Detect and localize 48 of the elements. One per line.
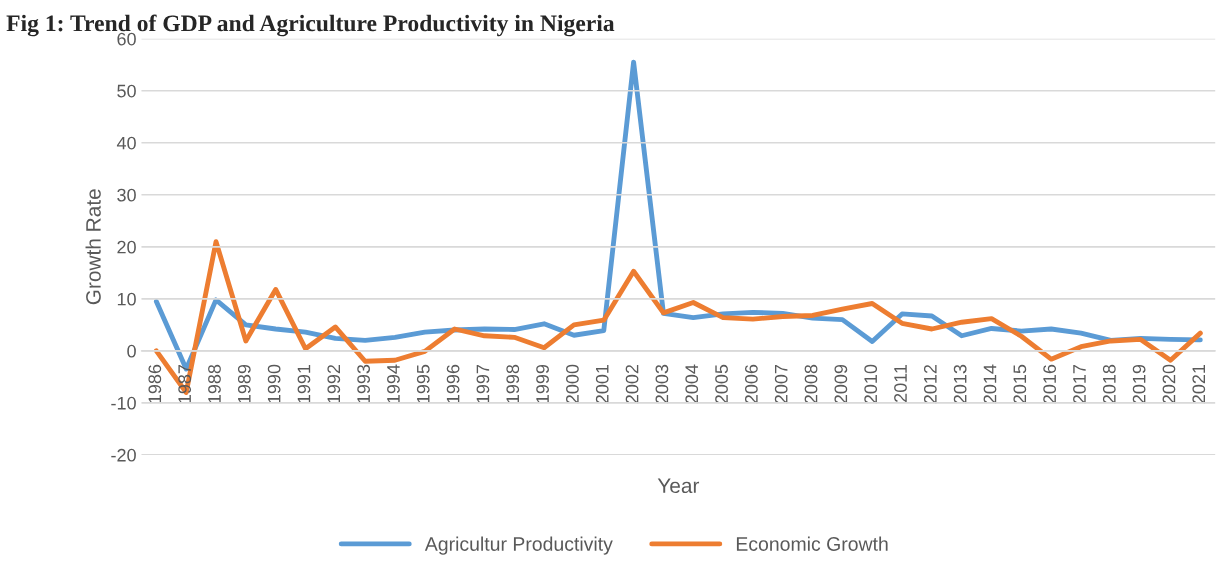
x-tick-label: 2006 xyxy=(744,364,758,404)
x-tick-label: 2017 xyxy=(1073,364,1086,404)
x-tick-label: 1986 xyxy=(148,364,162,403)
y-axis-title: Growth Rate xyxy=(85,189,101,305)
x-tick-label: 2019 xyxy=(1132,364,1146,404)
legend-label: Economic Growth xyxy=(736,536,888,551)
y-tick-label: -10 xyxy=(111,396,136,410)
y-tick-label: 10 xyxy=(117,292,136,306)
x-tick-label: 2003 xyxy=(655,364,669,404)
y-tick-label: 40 xyxy=(116,136,136,150)
x-tick-label: 1993 xyxy=(357,364,370,403)
x-tick-label: 2004 xyxy=(685,364,699,404)
x-tick-label: 2016 xyxy=(1043,364,1057,404)
x-tick-label: 2020 xyxy=(1162,364,1176,404)
x-tick-label: 2008 xyxy=(804,364,818,404)
x-tick-label: 2007 xyxy=(774,364,788,404)
x-axis-title: Year xyxy=(657,478,700,494)
x-tick-label: 1998 xyxy=(506,364,520,403)
x-tick-label: 1989 xyxy=(237,364,251,403)
x-tick-label: 1997 xyxy=(476,364,490,403)
x-tick-label: 1999 xyxy=(536,364,549,403)
y-tick-label: 0 xyxy=(127,344,136,358)
legend-label: Agricultur Productivity xyxy=(424,536,613,555)
x-tick-label: 1996 xyxy=(446,364,460,403)
x-tick-label: 2002 xyxy=(625,364,639,404)
x-tick-label: 2010 xyxy=(864,364,878,404)
y-tick-label: 50 xyxy=(117,84,136,98)
x-tick-label: 2001 xyxy=(595,364,609,404)
x-tick-label: 2021 xyxy=(1192,364,1206,404)
x-tick-label: 2011 xyxy=(894,364,907,402)
x-tick-label: 1991 xyxy=(297,364,311,403)
x-tick-label: 2005 xyxy=(715,364,728,404)
x-tick-label: 2014 xyxy=(983,364,997,404)
y-tick-label: 30 xyxy=(117,188,136,202)
y-tick-label: 20 xyxy=(117,240,136,254)
x-tick-label: 2013 xyxy=(953,364,967,404)
x-tick-label: 1990 xyxy=(267,364,281,403)
x-tick-label: 1995 xyxy=(416,364,430,403)
x-tick-label: 2015 xyxy=(1013,364,1027,404)
x-tick-label: 1992 xyxy=(327,364,341,403)
x-tick-label: 1994 xyxy=(387,364,400,403)
x-tick-label: 1987 xyxy=(178,364,192,403)
y-tick-label: -20 xyxy=(111,448,136,462)
x-tick-label: 2018 xyxy=(1102,364,1116,404)
x-tick-label: 2000 xyxy=(566,364,579,404)
x-tick-label: 2012 xyxy=(923,364,937,404)
x-tick-label: 2009 xyxy=(834,364,848,404)
x-tick-label: 1988 xyxy=(208,364,221,403)
